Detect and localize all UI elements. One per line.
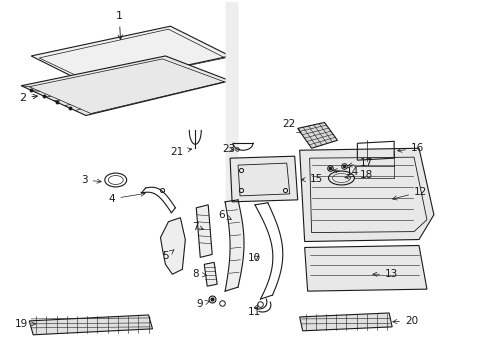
Text: 7: 7 xyxy=(192,222,203,231)
Text: 10: 10 xyxy=(247,253,261,264)
Polygon shape xyxy=(160,218,185,274)
Text: 23: 23 xyxy=(222,144,235,154)
Text: 6: 6 xyxy=(218,210,231,220)
Polygon shape xyxy=(29,315,152,335)
Text: 13: 13 xyxy=(372,269,398,279)
Text: 1: 1 xyxy=(116,11,122,39)
Text: 21: 21 xyxy=(170,147,191,157)
Text: 5: 5 xyxy=(162,250,174,261)
Text: 18: 18 xyxy=(344,170,372,180)
Polygon shape xyxy=(31,26,230,86)
Text: 11: 11 xyxy=(247,304,261,317)
Polygon shape xyxy=(21,56,230,116)
Text: 12: 12 xyxy=(392,187,427,200)
Text: 16: 16 xyxy=(397,143,424,153)
Polygon shape xyxy=(304,246,426,291)
Text: 2: 2 xyxy=(19,93,38,103)
Text: 22: 22 xyxy=(281,120,301,133)
Polygon shape xyxy=(230,156,297,202)
Text: 3: 3 xyxy=(81,175,101,185)
Text: 20: 20 xyxy=(392,316,417,326)
Polygon shape xyxy=(299,313,391,331)
Text: 15: 15 xyxy=(301,174,322,184)
Text: 17: 17 xyxy=(347,158,372,168)
Text: 14: 14 xyxy=(332,167,358,177)
Polygon shape xyxy=(297,122,337,148)
Polygon shape xyxy=(196,205,212,257)
Text: 19: 19 xyxy=(15,319,35,329)
Text: 9: 9 xyxy=(196,299,209,309)
Text: 8: 8 xyxy=(192,269,206,279)
Text: 4: 4 xyxy=(108,192,145,204)
Polygon shape xyxy=(299,148,433,242)
Polygon shape xyxy=(204,262,217,286)
